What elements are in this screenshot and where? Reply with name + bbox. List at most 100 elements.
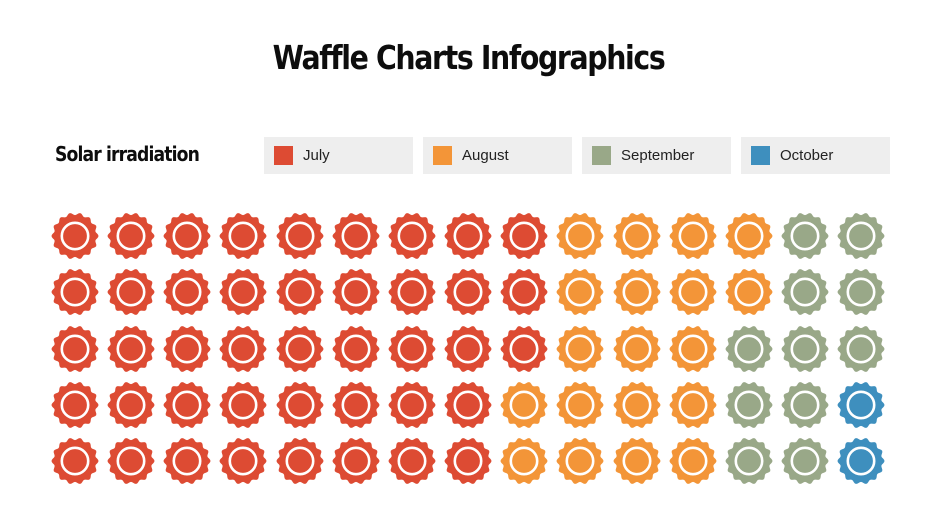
badge-icon	[444, 438, 492, 484]
waffle-cell-august	[669, 381, 717, 429]
badge-icon	[613, 269, 660, 316]
legend-item-august: August	[423, 137, 572, 174]
waffle-cell-september	[837, 268, 885, 316]
badge-icon	[107, 438, 155, 484]
waffle-cell-july	[332, 325, 380, 373]
legend-label: September	[621, 147, 695, 164]
badge-icon	[669, 381, 717, 428]
badge-icon	[444, 325, 492, 372]
badge-icon	[613, 325, 660, 372]
legend-label: July	[303, 147, 330, 164]
badge-icon	[107, 381, 155, 428]
badge-icon	[556, 381, 604, 428]
badge-icon	[837, 381, 885, 428]
badge-icon	[107, 213, 155, 259]
badge-icon	[332, 213, 380, 259]
waffle-cell-october	[837, 437, 885, 485]
badge-icon	[388, 381, 436, 428]
waffle-cell-september	[781, 437, 829, 485]
badge-icon	[669, 213, 717, 259]
waffle-cell-july	[219, 268, 267, 316]
waffle-cell-august	[669, 212, 717, 260]
badge-icon	[781, 213, 829, 259]
badge-icon	[444, 269, 492, 316]
badge-icon	[500, 213, 548, 259]
badge-icon	[163, 269, 211, 316]
chart-subtitle: Solar irradiation	[55, 142, 200, 166]
badge-icon	[669, 269, 717, 316]
badge-icon	[276, 381, 324, 428]
waffle-cell-august	[613, 212, 661, 260]
waffle-cell-july	[332, 437, 380, 485]
badge-icon	[332, 438, 380, 484]
badge-icon	[51, 213, 99, 259]
badge-icon	[725, 381, 773, 428]
waffle-cell-july	[51, 381, 99, 429]
badge-icon	[556, 438, 604, 484]
badge-icon	[556, 213, 604, 259]
waffle-cell-september	[781, 268, 829, 316]
waffle-cell-august	[556, 212, 604, 260]
legend-swatch	[274, 146, 293, 165]
waffle-cell-august	[669, 268, 717, 316]
waffle-cell-july	[163, 381, 211, 429]
legend-label: August	[462, 147, 509, 164]
waffle-cell-july	[163, 268, 211, 316]
waffle-cell-july	[219, 381, 267, 429]
badge-icon	[837, 269, 885, 316]
badge-icon	[332, 381, 380, 428]
badge-icon	[51, 325, 99, 372]
waffle-cell-september	[781, 212, 829, 260]
waffle-cell-july	[276, 437, 324, 485]
badge-icon	[556, 325, 604, 372]
waffle-cell-august	[556, 268, 604, 316]
waffle-cell-july	[444, 268, 492, 316]
badge-icon	[500, 269, 548, 316]
waffle-cell-july	[444, 437, 492, 485]
waffle-cell-july	[332, 212, 380, 260]
waffle-cell-july	[51, 437, 99, 485]
waffle-cell-september	[781, 325, 829, 373]
waffle-cell-july	[388, 268, 436, 316]
legend-item-october: October	[741, 137, 890, 174]
waffle-cell-september	[725, 437, 773, 485]
waffle-cell-august	[725, 268, 773, 316]
waffle-cell-july	[107, 325, 155, 373]
waffle-cell-september	[781, 381, 829, 429]
waffle-cell-july	[219, 325, 267, 373]
badge-icon	[388, 213, 436, 259]
badge-icon	[332, 325, 380, 372]
waffle-cell-july	[219, 437, 267, 485]
waffle-cell-july	[163, 325, 211, 373]
badge-icon	[444, 213, 492, 259]
waffle-cell-august	[500, 381, 548, 429]
waffle-cell-july	[107, 381, 155, 429]
badge-icon	[163, 381, 211, 428]
badge-icon	[500, 438, 548, 484]
waffle-cell-september	[725, 381, 773, 429]
waffle-cell-july	[332, 381, 380, 429]
waffle-cell-july	[500, 212, 548, 260]
waffle-cell-august	[613, 437, 661, 485]
waffle-cell-september	[837, 325, 885, 373]
page-title: Waffle Charts Infographics	[272, 38, 666, 77]
waffle-cell-july	[500, 325, 548, 373]
waffle-cell-august	[556, 381, 604, 429]
waffle-cell-july	[51, 212, 99, 260]
badge-icon	[613, 213, 660, 259]
badge-icon	[613, 381, 660, 428]
waffle-cell-august	[613, 381, 661, 429]
badge-icon	[163, 213, 211, 259]
waffle-cell-july	[51, 325, 99, 373]
waffle-cell-july	[163, 212, 211, 260]
badge-icon	[163, 325, 211, 372]
badge-icon	[51, 269, 99, 316]
badge-icon	[219, 438, 267, 484]
badge-icon	[725, 438, 773, 484]
badge-icon	[500, 325, 548, 372]
waffle-cell-july	[107, 437, 155, 485]
badge-icon	[219, 269, 267, 316]
waffle-cell-july	[444, 212, 492, 260]
waffle-cell-august	[725, 212, 773, 260]
